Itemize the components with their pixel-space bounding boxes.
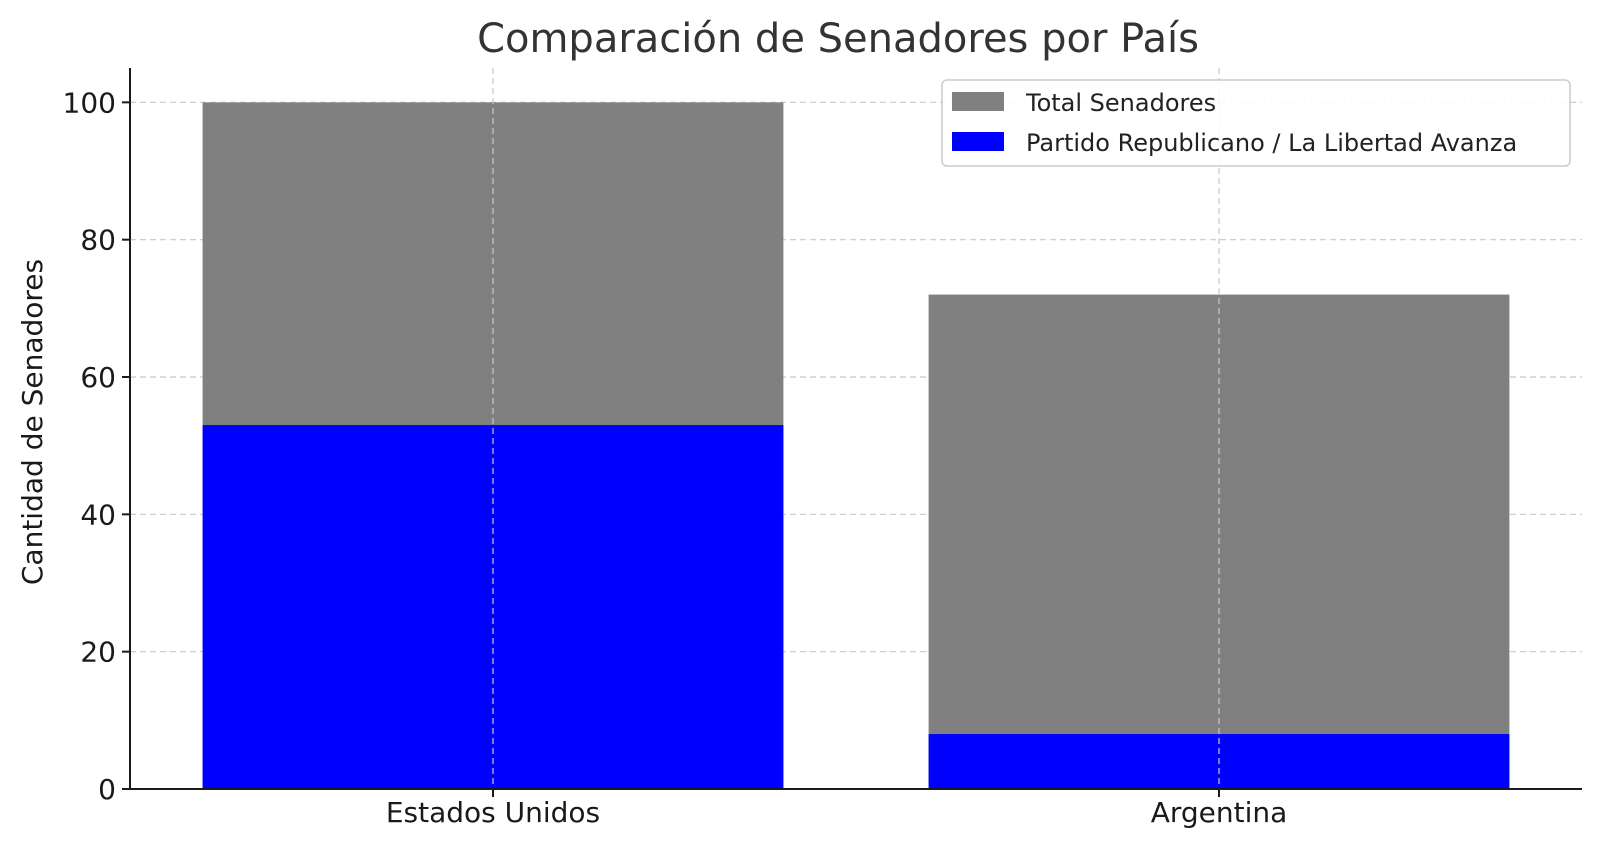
- x-tick-label: Argentina: [1151, 796, 1288, 829]
- y-tick-label: 0: [98, 773, 116, 806]
- chart-title: Comparación de Senadores por País: [477, 16, 1199, 62]
- legend-swatch: [952, 132, 1004, 151]
- legend-swatch: [952, 92, 1004, 111]
- y-axis-label: Cantidad de Senadores: [16, 259, 49, 585]
- y-tick-label: 20: [80, 636, 116, 669]
- x-tick-label: Estados Unidos: [386, 796, 600, 829]
- legend: Total Senadores Partido Republicano / La …: [941, 79, 1571, 167]
- legend-label: Total Senadores: [1025, 89, 1216, 117]
- bars: [202, 102, 1510, 790]
- y-tick-label: 40: [80, 498, 116, 531]
- tick-labels: 0 20 40 60 80 100 Estados Unidos Argentina: [63, 86, 1288, 829]
- legend-label: Partido Republicano / La Libertad Avanza: [1026, 129, 1517, 157]
- legend-box: [941, 79, 1571, 167]
- y-tick-label: 80: [80, 224, 116, 257]
- y-tick-label: 100: [63, 86, 116, 119]
- axes: [129, 68, 1582, 790]
- y-tick-label: 60: [80, 361, 116, 394]
